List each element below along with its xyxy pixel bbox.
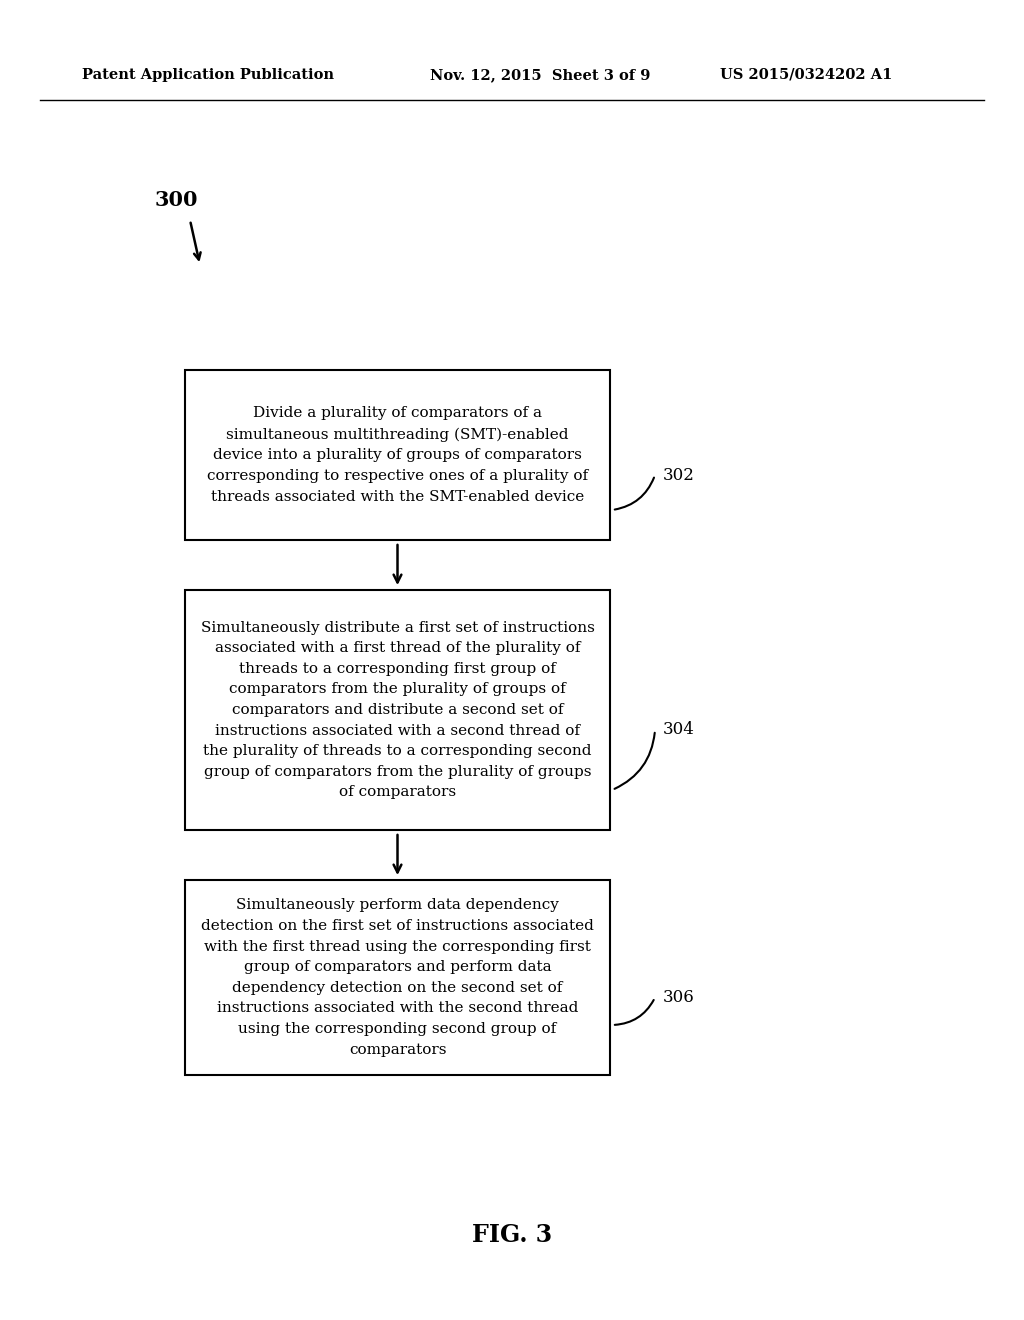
Bar (185, 880, 610, 1074)
Text: Simultaneously perform data dependency
detection on the first set of instruction: Simultaneously perform data dependency d… (201, 899, 594, 1056)
Text: 302: 302 (663, 466, 695, 483)
Text: 300: 300 (155, 190, 199, 210)
Text: Patent Application Publication: Patent Application Publication (82, 69, 334, 82)
Text: Divide a plurality of comparators of a
simultaneous multithreading (SMT)-enabled: Divide a plurality of comparators of a s… (207, 407, 588, 503)
Bar (185, 590, 610, 830)
Text: 306: 306 (663, 989, 694, 1006)
Bar (185, 370, 610, 540)
Text: 304: 304 (663, 722, 695, 738)
Text: Nov. 12, 2015  Sheet 3 of 9: Nov. 12, 2015 Sheet 3 of 9 (430, 69, 650, 82)
Text: US 2015/0324202 A1: US 2015/0324202 A1 (720, 69, 892, 82)
Text: Simultaneously distribute a first set of instructions
associated with a first th: Simultaneously distribute a first set of… (201, 620, 595, 800)
Text: FIG. 3: FIG. 3 (472, 1224, 552, 1247)
